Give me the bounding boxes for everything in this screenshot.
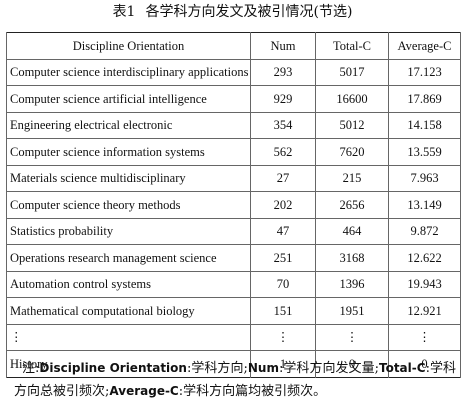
cell-num: 562	[250, 138, 316, 166]
table-row: Engineering electrical electronic 354 50…	[6, 111, 461, 139]
cell-num: 202	[250, 191, 316, 219]
table-note: 注:Discipline Orientation:学科方向;Num:学科方向发文…	[14, 357, 456, 403]
table-row: Operations research management science 2…	[6, 244, 461, 272]
cell-average-c: 13.559	[388, 138, 461, 166]
cell-num: 251	[250, 244, 316, 272]
header-total-c: Total-C	[315, 32, 389, 60]
cell-average-c: 17.869	[388, 85, 461, 113]
table-row: Computer science artificial intelligence…	[6, 85, 461, 113]
cell-num: ⋮	[250, 323, 316, 351]
table-caption: 表1 各学科方向发文及被引情况(节选)	[0, 3, 465, 21]
table-row: Automation control systems 70 1396 19.94…	[6, 270, 461, 298]
cell-total-c: 2656	[315, 191, 389, 219]
cell-discipline: Materials science multidisciplinary	[6, 164, 251, 192]
note-desc-num: :学科方向发文量;	[278, 361, 379, 376]
cell-num: 27	[250, 164, 316, 192]
table-header-row: Discipline Orientation Num Total-C Avera…	[6, 32, 461, 60]
discipline-citation-table: Discipline Orientation Num Total-C Avera…	[6, 32, 461, 378]
cell-average-c: 14.158	[388, 111, 461, 139]
cell-discipline: Statistics probability	[6, 217, 251, 245]
header-average-c: Average-C	[388, 32, 461, 60]
table-row: Materials science multidisciplinary 27 2…	[6, 164, 461, 192]
cell-num: 151	[250, 297, 316, 325]
table-title: 各学科方向发文及被引情况(节选)	[145, 4, 353, 20]
cell-num: 47	[250, 217, 316, 245]
cell-total-c: 215	[315, 164, 389, 192]
note-desc-average-c: :学科方向篇均被引频次。	[178, 384, 327, 399]
table-number: 表1	[112, 4, 136, 20]
cell-average-c: 0	[388, 350, 461, 377]
cell-total-c: ⋮	[315, 323, 389, 351]
note-prefix: 注:	[22, 361, 40, 376]
cell-total-c: 7620	[315, 138, 389, 166]
cell-num: 293	[250, 58, 316, 86]
cell-average-c: 13.149	[388, 191, 461, 219]
table-row: Mathematical computational biology 151 1…	[6, 297, 461, 325]
cell-average-c: 19.943	[388, 270, 461, 298]
cell-average-c: 7.963	[388, 164, 461, 192]
cell-average-c: 12.622	[388, 244, 461, 272]
cell-discipline: Computer science interdisciplinary appli…	[6, 58, 251, 86]
cell-num: 354	[250, 111, 316, 139]
cell-num: 929	[250, 85, 316, 113]
cell-discipline: Automation control systems	[6, 270, 251, 298]
cell-total-c: 16600	[315, 85, 389, 113]
header-discipline-orientation: Discipline Orientation	[6, 32, 251, 60]
table-row-ellipsis: ⋮ ⋮ ⋮ ⋮	[6, 323, 461, 351]
cell-total-c: 1951	[315, 297, 389, 325]
cell-num: 1	[250, 350, 316, 377]
note-desc-discipline: :学科方向;	[186, 361, 248, 376]
cell-discipline: Operations research management science	[6, 244, 251, 272]
note-term-total-c: Total-C	[378, 361, 426, 375]
cell-average-c: 12.921	[388, 297, 461, 325]
table-row: Computer science theory methods 202 2656…	[6, 191, 461, 219]
cell-discipline: History	[6, 350, 251, 377]
table-row: Computer science information systems 562…	[6, 138, 461, 166]
note-term-num: Num	[247, 361, 279, 375]
cell-discipline: Computer science theory methods	[6, 191, 251, 219]
cell-discipline: Engineering electrical electronic	[6, 111, 251, 139]
cell-discipline: Computer science information systems	[6, 138, 251, 166]
cell-average-c: 9.872	[388, 217, 461, 245]
cell-discipline: Computer science artificial intelligence	[6, 85, 251, 113]
table-row: History 1 0 0	[6, 350, 461, 377]
cell-total-c: 464	[315, 217, 389, 245]
cell-discipline: Mathematical computational biology	[6, 297, 251, 325]
cell-num: 70	[250, 270, 316, 298]
note-term-discipline: Discipline Orientation	[39, 361, 187, 375]
note-desc-total-c: :学科方向总被引频次;	[14, 361, 457, 399]
cell-total-c: 1396	[315, 270, 389, 298]
note-term-average-c: Average-C	[109, 384, 179, 398]
cell-average-c: 17.123	[388, 58, 461, 86]
table-row: Statistics probability 47 464 9.872	[6, 217, 461, 245]
cell-total-c: 5017	[315, 58, 389, 86]
cell-discipline: ⋮	[6, 323, 251, 351]
cell-total-c: 0	[315, 350, 389, 377]
cell-average-c: ⋮	[388, 323, 461, 351]
cell-total-c: 3168	[315, 244, 389, 272]
header-num: Num	[250, 32, 316, 60]
table-row: Computer science interdisciplinary appli…	[6, 58, 461, 86]
cell-total-c: 5012	[315, 111, 389, 139]
